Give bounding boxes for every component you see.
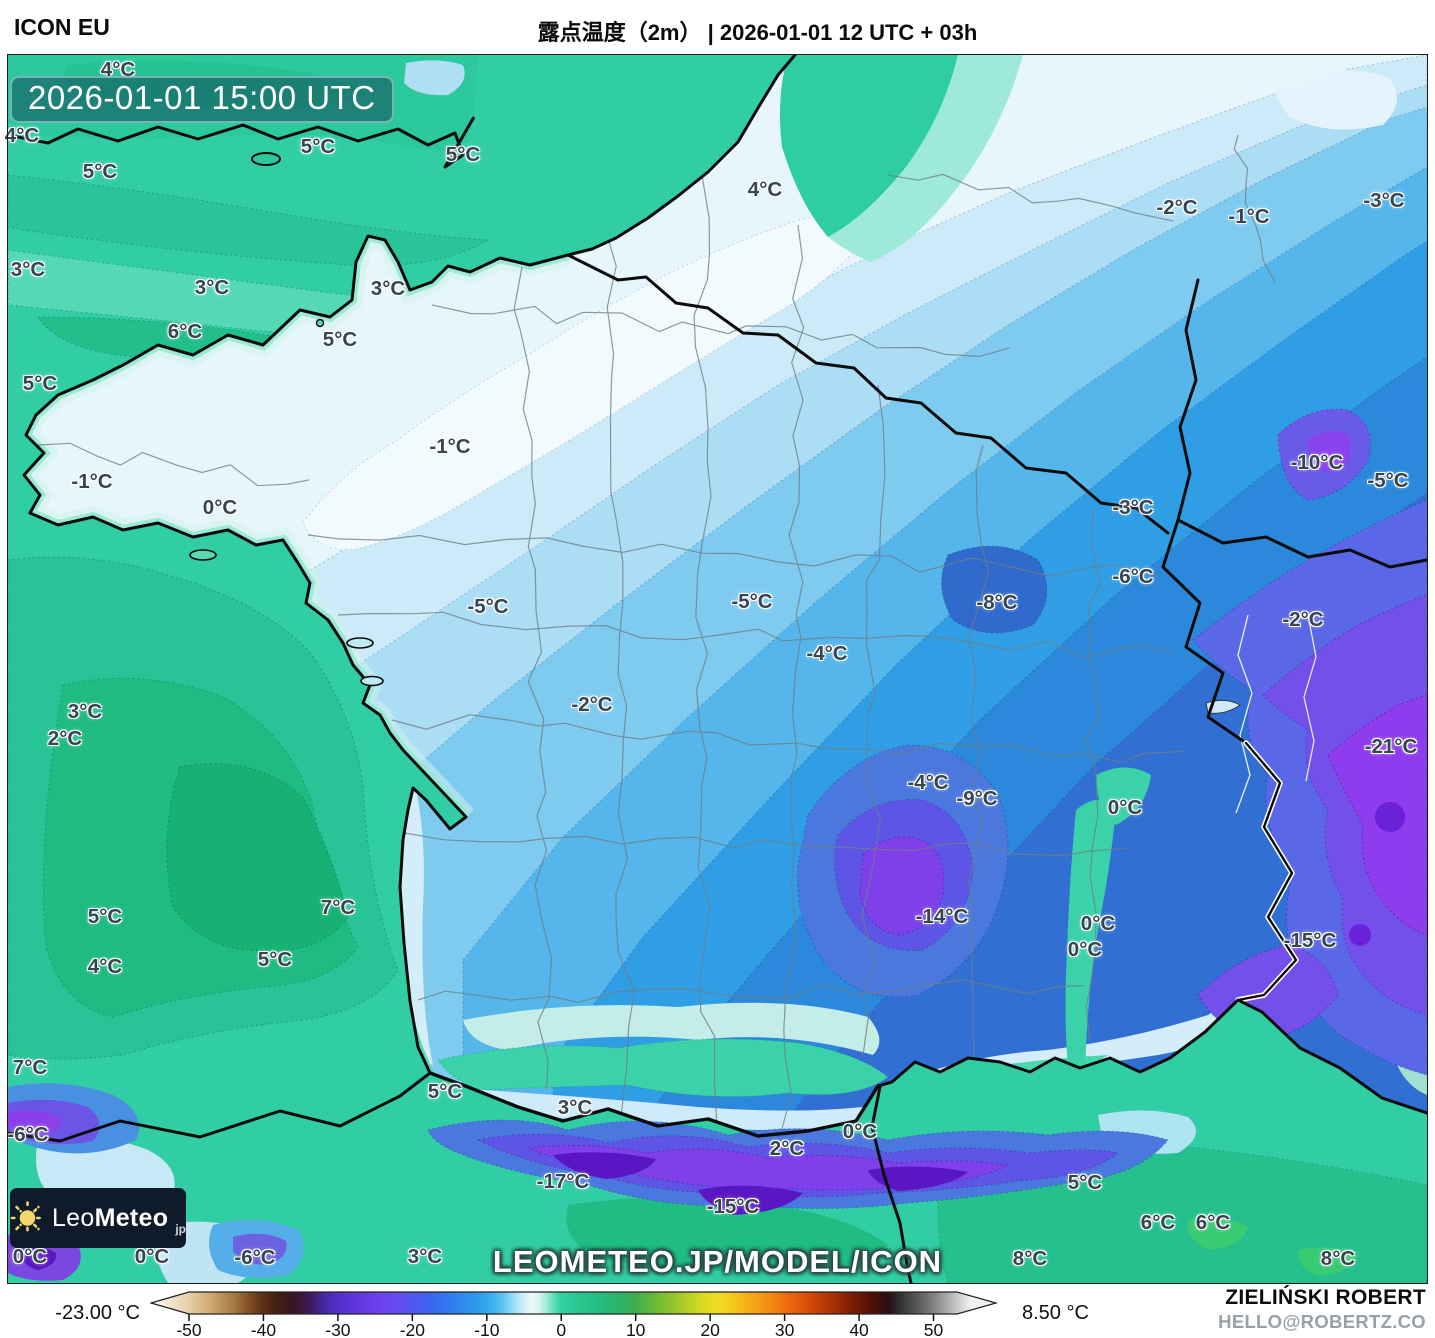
temp-label: -15°C xyxy=(1283,929,1337,952)
temp-label: 5°C xyxy=(22,372,58,395)
page-title: 露点温度（2m） | 2026-01-01 12 UTC + 03h xyxy=(537,20,978,45)
svg-text:0: 0 xyxy=(556,1320,566,1338)
svg-text:-20: -20 xyxy=(400,1320,426,1338)
temp-label: -6°C xyxy=(1112,565,1154,588)
svg-text:-50: -50 xyxy=(176,1320,202,1338)
svg-text:10: 10 xyxy=(626,1320,646,1338)
watermark: LEOMETEO.JP/MODEL/ICON xyxy=(492,1244,943,1279)
temp-label: 5°C xyxy=(1067,1171,1103,1194)
temp-label: 6°C xyxy=(1195,1211,1231,1234)
temp-label: -4°C xyxy=(907,771,949,794)
temp-label: -9°C xyxy=(956,787,998,810)
temp-label: -15°C xyxy=(706,1195,760,1218)
scale-max-value: 8.50 °C xyxy=(1022,1302,1089,1324)
temp-label: -21°C xyxy=(1364,735,1418,758)
temp-label: 0°C xyxy=(1107,796,1143,819)
temp-label: 3°C xyxy=(67,700,103,723)
temp-label: 5°C xyxy=(82,160,118,183)
temp-label: 3°C xyxy=(557,1096,593,1119)
temp-label: 2°C xyxy=(47,727,83,750)
temp-label: 3°C xyxy=(194,276,230,299)
pyrenees-band xyxy=(427,1119,1169,1215)
svg-text:30: 30 xyxy=(775,1320,795,1338)
temp-label: 0°C xyxy=(1080,912,1116,935)
temp-label: -1°C xyxy=(429,435,471,458)
temp-label: -17°C xyxy=(536,1170,590,1193)
temp-label: -3°C xyxy=(1363,189,1405,212)
logo-text: LeoMeteo xyxy=(51,1203,169,1232)
temp-label: 4°C xyxy=(100,58,136,81)
weather-map-art xyxy=(6,53,1429,1285)
temp-label: -8°C xyxy=(976,591,1018,614)
temp-label: -6°C xyxy=(7,1123,49,1146)
temp-label: 0°C xyxy=(842,1120,878,1143)
temp-label: 0°C xyxy=(12,1245,48,1268)
temp-label: 7°C xyxy=(12,1056,48,1079)
temp-label: 8°C xyxy=(1012,1247,1048,1270)
temp-label: -5°C xyxy=(731,590,773,613)
temp-label: -2°C xyxy=(1156,196,1198,219)
temp-label: 0°C xyxy=(134,1245,170,1268)
svg-text:-40: -40 xyxy=(251,1320,277,1338)
temp-label: 0°C xyxy=(202,496,238,519)
scale-min-value: -23.00 °C xyxy=(55,1302,140,1324)
coastlines xyxy=(6,53,1429,1285)
temp-label: 3°C xyxy=(407,1245,443,1268)
temp-label: 5°C xyxy=(87,905,123,928)
temp-label: -5°C xyxy=(1367,469,1409,492)
temp-label: -2°C xyxy=(571,693,613,716)
temp-label: -1°C xyxy=(71,470,113,493)
temp-label: 6°C xyxy=(167,320,203,343)
temp-label: 5°C xyxy=(427,1080,463,1103)
svg-text:50: 50 xyxy=(924,1320,944,1338)
svg-text:-30: -30 xyxy=(325,1320,351,1338)
author-email: HELLO@ROBERTZ.CO xyxy=(1218,1310,1426,1332)
temp-label: -4°C xyxy=(806,642,848,665)
temp-label: -14°C xyxy=(915,905,969,928)
temp-label: 4°C xyxy=(747,178,783,201)
timestamp-badge: 2026-01-01 15:00 UTC xyxy=(10,76,394,123)
temp-label: 5°C xyxy=(257,948,293,971)
temp-label: 5°C xyxy=(300,135,336,158)
temp-label: -2°C xyxy=(1282,608,1324,631)
temp-label: -3°C xyxy=(1112,496,1154,519)
temp-label: 4°C xyxy=(4,124,40,147)
author-name: ZIELIŃSKI ROBERT xyxy=(1225,1286,1426,1309)
temp-label: 6°C xyxy=(1140,1211,1176,1234)
temp-label: 5°C xyxy=(322,328,358,351)
temp-label: -1°C xyxy=(1228,205,1270,228)
temp-label: 5°C xyxy=(445,143,481,166)
temp-label: -6°C xyxy=(234,1246,276,1269)
svg-text:20: 20 xyxy=(700,1320,720,1338)
country-borders xyxy=(566,253,1429,1003)
color-scale: -50 -40 -30 -20 -10 0 10 20 30 40 50 xyxy=(150,1291,999,1338)
credits: ZIELIŃSKI ROBERT HELLO@ROBERTZ.CO xyxy=(1218,1286,1426,1333)
map-canvas xyxy=(6,53,1429,1285)
svg-text:-10: -10 xyxy=(474,1320,500,1338)
logo-suffix: jp xyxy=(175,1222,186,1236)
temp-label: 3°C xyxy=(370,277,406,300)
svg-text:40: 40 xyxy=(849,1320,869,1338)
temp-label: 8°C xyxy=(1320,1247,1356,1270)
sun-icon xyxy=(10,1201,45,1235)
temp-label: 2°C xyxy=(769,1137,805,1160)
temp-label: 7°C xyxy=(320,896,356,919)
temp-label: -5°C xyxy=(467,595,509,618)
leometeo-logo: LeoMeteo jp xyxy=(10,1188,186,1248)
temp-label: 3°C xyxy=(10,258,46,281)
temp-label: -10°C xyxy=(1290,451,1344,474)
temp-label: 0°C xyxy=(1067,938,1103,961)
temp-label: 4°C xyxy=(87,955,123,978)
model-name: ICON EU xyxy=(14,14,110,40)
